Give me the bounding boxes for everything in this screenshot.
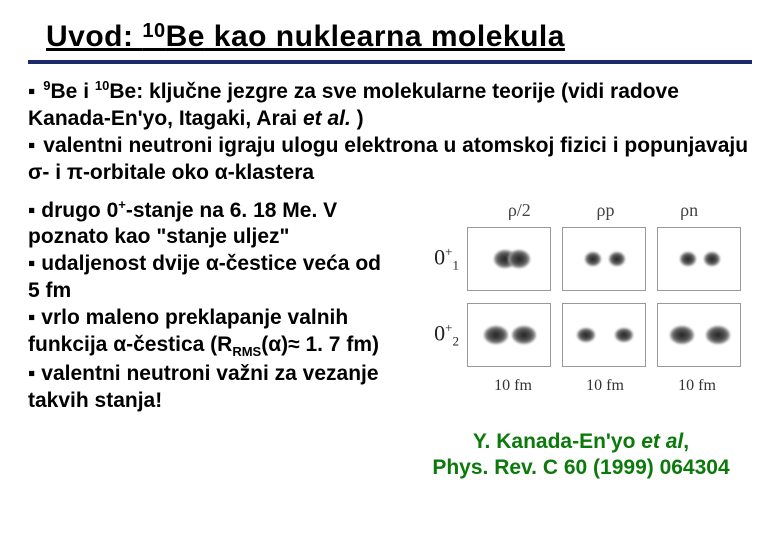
density-cell — [562, 303, 646, 367]
density-blob — [512, 326, 536, 344]
slide: Uvod: 10Be kao nuklearna molekula ▪ 9Be … — [0, 0, 780, 540]
density-blob — [508, 250, 530, 268]
density-cell — [657, 227, 741, 291]
content-row: ▪ drugo 0+-stanje na 6. 18 Me. V poznato… — [28, 197, 752, 482]
figure-x-label: 10 fm — [678, 377, 716, 395]
text-fragment: ▪ — [28, 134, 41, 157]
text-fragment: Be i — [51, 80, 95, 103]
figure-col-headers: ρ/2 ρp ρn — [411, 198, 751, 221]
title-isotope-mass: 10 — [142, 20, 165, 42]
title-rule — [28, 60, 752, 64]
density-blob — [706, 326, 730, 344]
density-blob — [615, 328, 633, 342]
text-fragment: ▪ drugo 0 — [28, 199, 118, 222]
top-paragraph: ▪ 9Be i 10Be: ključne jezgre za sve mole… — [28, 78, 752, 187]
figure-x-axis: 10 fm 10 fm 10 fm — [411, 373, 751, 395]
right-column: ρ/2 ρp ρn 0+1 0+2 10 fm 10 fm 10 fm Y. Kanada-E… — [410, 197, 752, 482]
figure-col-header: ρn — [680, 200, 698, 221]
text-fragment: 10 — [95, 78, 109, 93]
figure-row-label: 0+2 — [411, 320, 465, 350]
figure-caption: Y. Kanada-En'yo et al, Phys. Rev. C 60 (… — [410, 429, 752, 482]
text-fragment: RMS — [232, 344, 261, 359]
density-blob — [704, 252, 720, 266]
figure-cells — [465, 227, 751, 291]
figure-col-header: ρp — [596, 200, 614, 221]
density-cell — [467, 227, 551, 291]
density-blob — [670, 326, 694, 344]
title-prefix: Uvod: — [46, 20, 142, 53]
text-fragment: 9 — [43, 78, 50, 93]
caption-line2: Phys. Rev. C 60 (1999) 064304 — [432, 456, 729, 479]
text-fragment: valentni neutroni igraju ulogu elektrona… — [28, 134, 748, 184]
density-blob — [609, 252, 625, 266]
figure-row: 0+2 — [411, 297, 751, 373]
left-bullets: ▪ drugo 0+-stanje na 6. 18 Me. V poznato… — [28, 197, 392, 415]
density-cell — [467, 303, 551, 367]
text-fragment: ▪ — [28, 80, 41, 103]
text-fragment: ▪ udaljenost dvije α-čestice veća od 5 f… — [28, 252, 381, 302]
text-fragment: ▪ valentni neutroni važni za vezanje tak… — [28, 362, 379, 412]
figure-row: 0+1 — [411, 221, 751, 297]
figure-cells — [465, 303, 751, 367]
figure-row-label: 0+1 — [411, 244, 465, 274]
density-blob — [484, 326, 508, 344]
text-fragment: + — [118, 197, 126, 212]
title-isotope: Be — [166, 20, 205, 53]
density-figure: ρ/2 ρp ρn 0+1 0+2 10 fm 10 fm 10 fm — [410, 197, 752, 423]
figure-x-label: 10 fm — [586, 377, 624, 395]
text-fragment: (α)≈ 1. 7 fm) — [261, 333, 379, 356]
density-blob — [680, 252, 696, 266]
caption-line1: Y. Kanada-En'yo et al, — [473, 430, 689, 453]
text-fragment: ) — [351, 107, 364, 130]
title-rest: kao nuklearna molekula — [205, 20, 565, 53]
slide-title: Uvod: 10Be kao nuklearna molekula — [46, 18, 752, 54]
text-fragment: et al. — [303, 107, 351, 130]
density-blob — [577, 328, 595, 342]
figure-col-header: ρ/2 — [508, 200, 531, 221]
figure-x-label: 10 fm — [494, 377, 532, 395]
density-cell — [562, 227, 646, 291]
density-blob — [585, 252, 601, 266]
density-cell — [657, 303, 741, 367]
